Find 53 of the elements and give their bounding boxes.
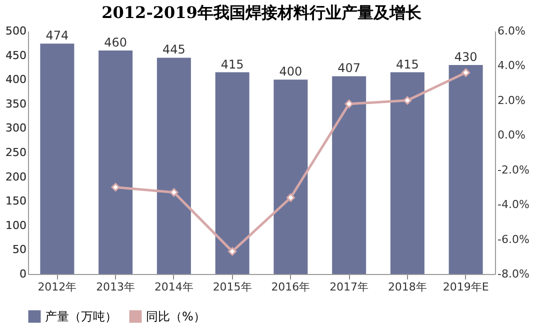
data-label: 407 [338, 61, 361, 76]
data-label: 415 [220, 57, 244, 72]
x-tick-label: 2015年 [212, 280, 252, 294]
y2-tick-label: 6.0% [498, 24, 526, 38]
bar [390, 72, 424, 274]
point [462, 68, 470, 77]
y2-tick-label: -8.0% [498, 268, 530, 280]
x-tick-label: 2013年 [96, 280, 136, 294]
x-tick-label: 2014年 [154, 280, 194, 294]
x-tick-label: 2012年 [38, 280, 77, 294]
y-tick-label: 0 [20, 268, 26, 280]
y-tick-label: 250 [6, 146, 26, 159]
data-label: 415 [396, 57, 419, 72]
x-tick-label: 2019年E [442, 280, 489, 294]
point [111, 182, 120, 192]
y-tick-label: 200 [6, 170, 26, 184]
bar [215, 72, 250, 274]
data-label: 474 [46, 28, 69, 43]
y2-tick-label: -4.0% [498, 198, 530, 212]
y2-tick-label: 4.0% [498, 59, 526, 72]
y-tick-label: 300 [6, 122, 26, 135]
y2-tick-label: -2.0% [498, 163, 530, 176]
legend-label: 同比（%） [146, 310, 206, 324]
y-tick-label: 50 [12, 243, 26, 256]
point [344, 100, 354, 108]
point [403, 96, 412, 105]
bar [332, 76, 366, 274]
y2-tick-label: -6.0% [498, 232, 530, 246]
bar [98, 50, 133, 274]
bar [40, 44, 74, 274]
y2-tick-label: 2.0% [498, 94, 526, 107]
point [170, 188, 178, 197]
point [228, 247, 237, 256]
y2-tick-label: 0.0% [498, 128, 526, 142]
y-tick-label: 350 [6, 97, 26, 110]
bar [274, 80, 308, 274]
bar [156, 58, 191, 274]
y-tick-label: 150 [6, 194, 26, 208]
y-tick-label: 500 [6, 24, 26, 38]
data-label: 430 [454, 50, 478, 64]
x-tick-label: 2018年 [388, 280, 427, 294]
data-label: 460 [104, 35, 128, 50]
x-tick-label: 2017年 [330, 280, 369, 294]
legend-label: 产量（万吨） [45, 310, 117, 324]
y-tick-label: 450 [6, 48, 26, 62]
data-label: 445 [162, 42, 186, 57]
y-tick-label: 400 [6, 73, 26, 86]
chart-title: 2012-2019年我国焊接材料行业产量及增长 [102, 3, 422, 22]
x-tick-label: 2016年 [271, 280, 310, 294]
bar [448, 65, 483, 274]
y-tick-label: 100 [6, 218, 26, 232]
point [286, 193, 295, 202]
data-label: 400 [279, 64, 302, 79]
